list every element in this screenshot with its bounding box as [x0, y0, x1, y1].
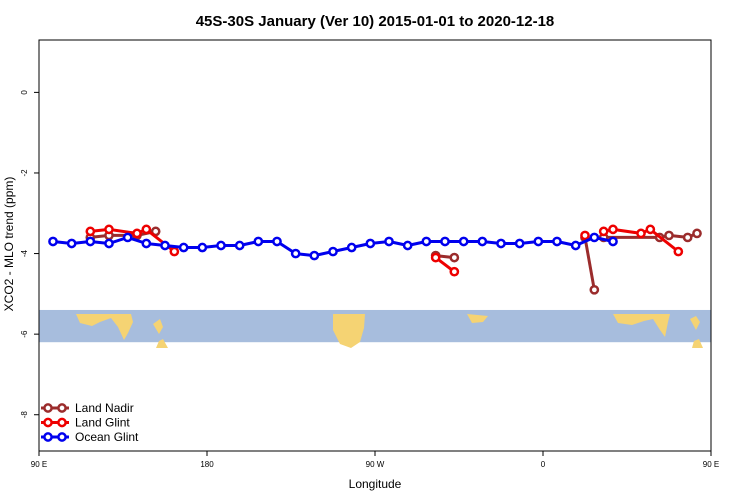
data-point: [664, 230, 674, 241]
data-point: [48, 236, 58, 247]
y-axis-label: XCO2 - MLO trend (ppm): [2, 177, 16, 312]
y-tick-label: -8: [20, 411, 29, 419]
data-point: [216, 240, 226, 251]
series-land-nadir: [85, 226, 702, 295]
map-land: [690, 316, 700, 330]
data-point: [197, 242, 208, 253]
data-point: [636, 228, 646, 239]
y-tick-label: 0: [20, 90, 29, 95]
map-land: [153, 319, 163, 334]
data-point: [514, 238, 525, 249]
y-tick-label: -6: [20, 330, 29, 338]
data-point: [496, 238, 506, 249]
x-tick-label: 90 E: [31, 460, 47, 469]
legend-item: Land Nadir: [41, 401, 134, 415]
legend-swatch-point: [57, 432, 67, 442]
y-tick-label: -4: [20, 249, 29, 257]
data-point: [552, 236, 562, 247]
data-point: [402, 240, 413, 251]
data-point: [608, 236, 618, 247]
data-point: [160, 240, 170, 251]
data-point: [346, 242, 357, 253]
data-point: [430, 252, 441, 263]
data-point: [692, 228, 702, 239]
x-tick-label: 0: [541, 460, 546, 469]
map-land: [76, 314, 133, 340]
data-point: [598, 226, 609, 237]
data-point: [272, 236, 282, 247]
legend-label: Land Nadir: [75, 401, 134, 415]
data-point: [328, 246, 338, 257]
data-point: [104, 238, 114, 249]
data-point: [533, 236, 544, 247]
data-point: [384, 236, 394, 247]
series: [48, 224, 702, 295]
chart-title: 45S-30S January (Ver 10) 2015-01-01 to 2…: [196, 13, 555, 30]
legend-swatch-point: [57, 417, 67, 428]
data-point: [85, 226, 96, 237]
map-land: [467, 314, 488, 323]
data-point: [85, 236, 96, 247]
data-point: [440, 236, 450, 247]
x-tick-label: 180: [200, 460, 214, 469]
x-tick-label: 90 W: [366, 460, 385, 469]
data-point: [589, 284, 600, 295]
axes: 90 E 180 90 W 0 90 E 0 -2 -4 -6 -8: [20, 39, 719, 469]
legend-label: Land Glint: [75, 416, 130, 430]
data-point: [458, 236, 469, 247]
data-point: [141, 238, 152, 249]
map-land: [156, 339, 168, 348]
map-land: [613, 314, 670, 337]
background-map: [39, 309, 711, 348]
plot-frame: [38, 39, 712, 452]
data-point: [104, 224, 114, 235]
data-point: [132, 228, 142, 239]
x-axis-label: Longitude: [349, 477, 402, 491]
data-point: [589, 232, 600, 243]
data-point: [570, 240, 581, 251]
legend-swatch-point: [43, 432, 53, 442]
legend-label: Ocean Glint: [75, 430, 139, 444]
data-point: [169, 246, 180, 257]
map-ocean: [39, 309, 711, 343]
data-point: [66, 238, 77, 249]
data-point: [608, 224, 618, 235]
series-line: [583, 237, 596, 291]
data-point: [365, 238, 376, 249]
y-tick-label: -2: [20, 169, 29, 177]
data-point: [234, 240, 245, 251]
legend-item: Land Glint: [41, 416, 130, 430]
data-point: [449, 252, 460, 263]
data-point: [580, 230, 590, 241]
data-point: [673, 246, 684, 257]
data-point: [449, 266, 460, 277]
data-point: [421, 236, 432, 247]
data-point: [141, 224, 152, 235]
legend-swatch-point: [43, 417, 53, 428]
data-point: [290, 248, 301, 259]
data-point: [178, 242, 189, 253]
legend-swatch-point: [57, 403, 67, 413]
map-land: [692, 339, 703, 348]
legend-item: Ocean Glint: [41, 430, 139, 444]
data-point: [682, 232, 693, 243]
legend-swatch-point: [43, 403, 53, 413]
series-land-glint: [85, 224, 684, 277]
x-tick-label: 90 E: [703, 460, 719, 469]
map-land: [333, 314, 365, 348]
data-point: [309, 250, 320, 261]
data-point: [645, 224, 656, 235]
series-ocean-glint: [48, 232, 618, 261]
data-point: [122, 232, 133, 243]
data-point: [477, 236, 488, 247]
data-point: [253, 236, 264, 247]
